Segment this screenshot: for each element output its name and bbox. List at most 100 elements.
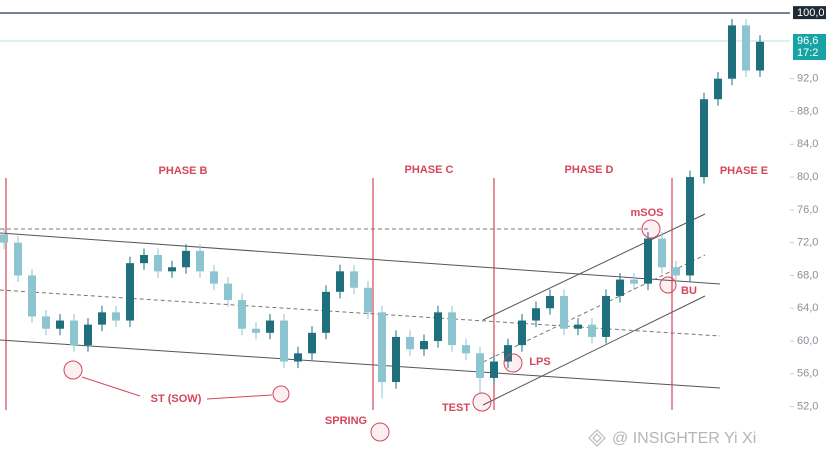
watermark: @ INSIGHTER Yi Xi xyxy=(588,429,756,447)
candle-body xyxy=(532,308,540,321)
price-tag: 96,6 xyxy=(797,35,818,47)
candle-body xyxy=(448,312,456,346)
price-tag: 100,0 xyxy=(797,7,825,19)
y-tick-label: 72,0 xyxy=(797,237,818,249)
event-circle xyxy=(659,276,677,294)
candle-body xyxy=(14,242,22,276)
candle-body xyxy=(434,312,442,342)
candle-body xyxy=(28,275,36,317)
watermark-icon xyxy=(588,429,606,447)
watermark-text: @ INSIGHTER Yi Xi xyxy=(612,430,756,447)
phase-label: PHASE C xyxy=(405,164,454,176)
y-tick-label: 60,0 xyxy=(797,335,818,347)
candle-body xyxy=(322,291,330,333)
price-tag-sub: 17:2 xyxy=(797,47,818,59)
phase-label: PHASE B xyxy=(159,165,208,177)
candle-body xyxy=(140,254,148,264)
phase-label: PHASE D xyxy=(565,164,614,176)
candle-body xyxy=(420,341,428,350)
event-markers xyxy=(63,219,677,442)
candle-body xyxy=(728,25,736,79)
candle-body xyxy=(756,41,764,71)
y-tick-label: 64,0 xyxy=(797,302,818,314)
event-label: ST (SOW) xyxy=(151,393,202,405)
event-label: LPS xyxy=(529,356,550,368)
event-circle xyxy=(272,385,290,403)
candle-body xyxy=(112,312,120,321)
y-tick-label: 88,0 xyxy=(797,105,818,117)
candle-body xyxy=(196,250,204,272)
candle-body xyxy=(126,263,134,321)
candle-body xyxy=(224,283,232,301)
candle-body xyxy=(294,353,302,362)
candle-body xyxy=(546,295,554,309)
annotations xyxy=(0,12,790,410)
candle-body xyxy=(476,353,484,378)
candle-body xyxy=(714,78,722,100)
channel-line xyxy=(482,295,706,406)
candle-body xyxy=(560,295,568,329)
y-tick-label: 80,0 xyxy=(797,171,818,183)
trend-line xyxy=(0,232,721,285)
phase-label: PHASE E xyxy=(720,165,768,177)
y-tick-label: 68,0 xyxy=(797,269,818,281)
candle-body xyxy=(56,320,64,329)
event-label: SPRING xyxy=(325,415,367,427)
y-tick-label: 92,0 xyxy=(797,73,818,85)
candle-body xyxy=(644,238,652,284)
candle-body xyxy=(168,267,176,272)
candle-body xyxy=(70,320,78,346)
candle-body xyxy=(364,287,372,313)
candle-body xyxy=(504,345,512,362)
candle-body xyxy=(406,336,414,350)
connector xyxy=(206,394,273,400)
channel-line xyxy=(482,254,706,363)
candle-body xyxy=(700,99,708,178)
price-tag-box xyxy=(793,33,826,60)
candle-body xyxy=(266,320,274,333)
event-circle xyxy=(472,392,492,412)
candle-body xyxy=(210,271,218,284)
candle-body xyxy=(42,316,50,329)
candle-body xyxy=(574,324,582,329)
candle-body xyxy=(238,300,246,329)
y-axis: 52,0 56,0 60,0 64,0 68,0 72,0 76,0 80,0 84,0 88,0… xyxy=(790,6,826,413)
candle-body xyxy=(686,177,694,276)
channel-line xyxy=(482,213,706,321)
trend-line xyxy=(0,339,721,389)
y-tick-label: 76,0 xyxy=(797,204,818,216)
candle-body xyxy=(658,238,666,268)
candle-body xyxy=(154,254,162,272)
candle-body xyxy=(308,332,316,354)
candle-body xyxy=(462,345,470,354)
event-label: TEST xyxy=(442,402,470,414)
candle-body xyxy=(616,279,624,296)
candle-body xyxy=(630,279,638,284)
candle-body xyxy=(182,250,190,268)
candle-body xyxy=(98,312,106,325)
candle-body xyxy=(742,25,750,71)
connector xyxy=(81,376,141,397)
candle-body xyxy=(280,320,288,362)
event-circle xyxy=(370,422,390,442)
candle-body xyxy=(336,271,344,292)
candle-body xyxy=(378,312,386,383)
candle-body xyxy=(392,336,400,383)
trend-line xyxy=(0,289,721,337)
candle-body xyxy=(672,267,680,276)
candle-body xyxy=(588,324,596,337)
candle-body xyxy=(350,271,358,288)
event-circle xyxy=(503,353,523,373)
candle-body xyxy=(602,295,610,337)
y-tick-label: 84,0 xyxy=(797,138,818,150)
y-tick-label: 56,0 xyxy=(797,368,818,380)
price-tag-box xyxy=(793,6,826,20)
candle-body xyxy=(84,324,92,346)
event-label: mSOS xyxy=(630,207,663,219)
candle-body xyxy=(490,361,498,378)
event-circle xyxy=(641,219,661,239)
candle-body xyxy=(0,234,8,243)
candle-body xyxy=(252,328,260,333)
